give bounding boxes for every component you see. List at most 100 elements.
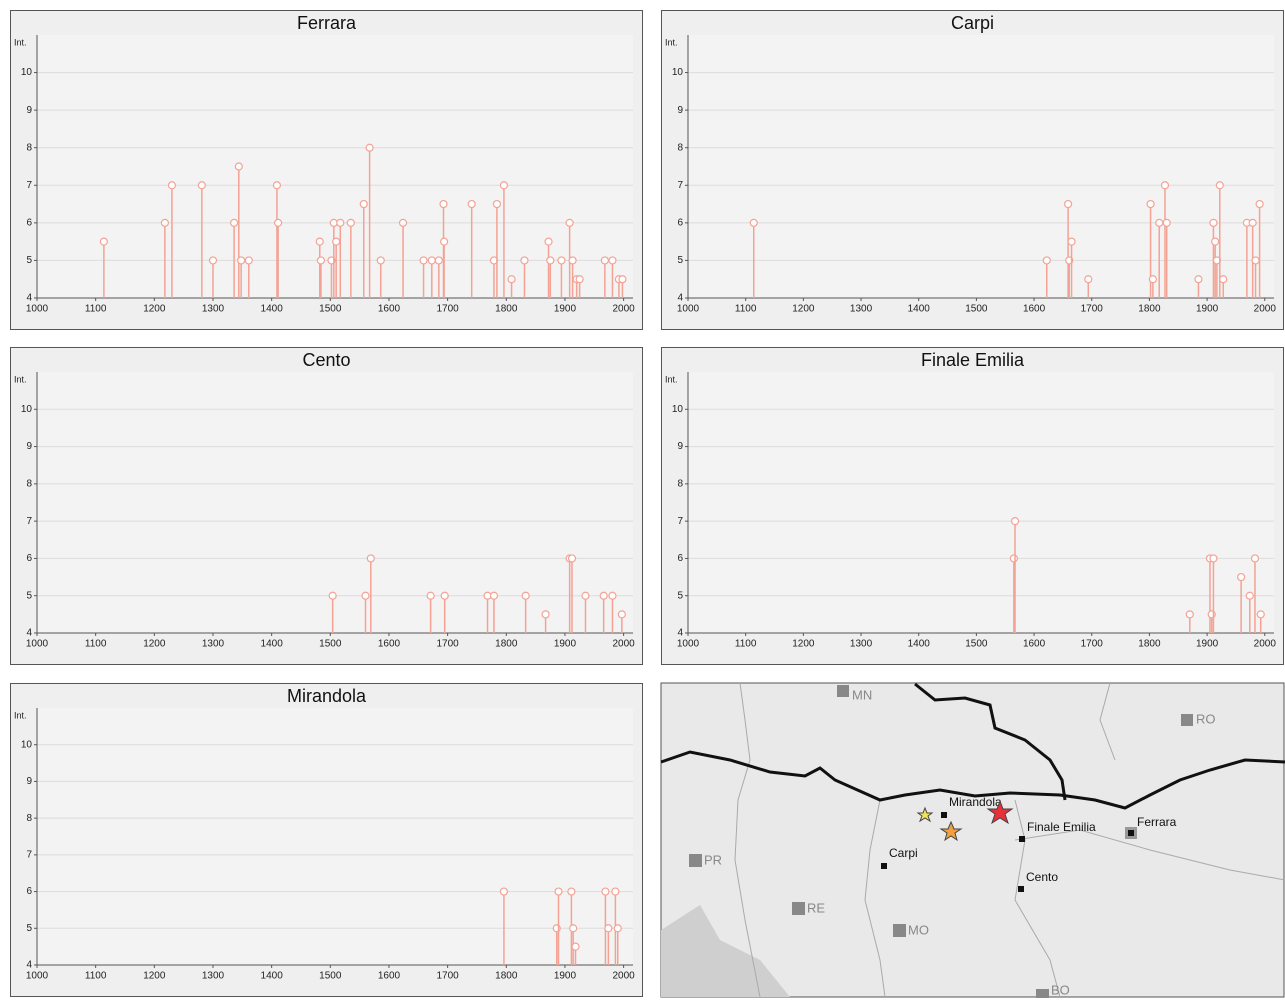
- map-label: RO: [1196, 711, 1216, 726]
- y-tick-label: 10: [672, 404, 684, 415]
- x-tick-label: 1700: [437, 971, 460, 982]
- map-label: BO: [1051, 982, 1070, 997]
- stem-marker: [490, 592, 497, 599]
- y-tick-label: 7: [26, 516, 32, 527]
- y-tick-label: 7: [26, 849, 32, 860]
- x-tick-label: 1100: [735, 304, 757, 315]
- stem-marker: [367, 555, 374, 562]
- stem-marker: [440, 201, 447, 208]
- province-marker: [837, 685, 849, 697]
- stem-marker: [427, 592, 434, 599]
- stem-marker: [545, 238, 552, 245]
- x-tick-label: 1900: [554, 639, 577, 650]
- stem-marker: [1220, 276, 1227, 283]
- province-marker: [792, 902, 805, 915]
- stem-marker: [366, 144, 373, 151]
- stem-marker: [329, 592, 336, 599]
- y-tick-label: 5: [677, 590, 683, 601]
- province-marker: [689, 854, 702, 867]
- stem-marker: [555, 888, 562, 895]
- stem-marker: [1161, 182, 1168, 189]
- chart-title: Cento: [302, 350, 350, 370]
- stem-marker: [1210, 219, 1217, 226]
- province-marker: [1181, 714, 1193, 726]
- x-tick-label: 1200: [143, 304, 166, 315]
- stem-marker: [1251, 555, 1258, 562]
- x-tick-label: 1700: [437, 639, 460, 650]
- stem-marker: [572, 943, 579, 950]
- stem-marker: [609, 257, 616, 264]
- x-tick-label: 1900: [1196, 304, 1219, 315]
- x-tick-label: 1900: [1196, 639, 1219, 650]
- stem-marker: [1246, 592, 1253, 599]
- x-tick-label: 2000: [1254, 639, 1277, 650]
- x-tick-label: 1200: [143, 971, 166, 982]
- x-tick-label: 1000: [677, 304, 700, 315]
- x-tick-label: 1400: [261, 639, 284, 650]
- stem-marker: [273, 182, 280, 189]
- y-tick-label: 7: [26, 180, 32, 191]
- map-label: Ferrara: [1137, 815, 1177, 829]
- stem-marker: [468, 201, 475, 208]
- y-tick-label: 9: [677, 441, 683, 452]
- y-tick-label: 9: [26, 776, 32, 787]
- y-tick-label: 6: [677, 217, 683, 228]
- stem-marker: [100, 238, 107, 245]
- stem-marker: [360, 201, 367, 208]
- stem-marker: [209, 257, 216, 264]
- x-tick-label: 1500: [965, 639, 988, 650]
- map-frame: [661, 683, 1284, 997]
- x-tick-label: 2000: [1254, 304, 1277, 315]
- y-axis-label: Int.: [14, 710, 27, 720]
- stem-marker: [317, 257, 324, 264]
- town-marker: [881, 863, 887, 869]
- stem-marker: [508, 276, 515, 283]
- map-label: Mirandola: [949, 795, 1002, 809]
- stem-marker: [1065, 201, 1072, 208]
- y-axis-label: Int.: [665, 374, 678, 384]
- x-tick-label: 2000: [612, 639, 635, 650]
- stem-marker: [1186, 611, 1193, 618]
- x-tick-label: 1700: [1081, 304, 1104, 315]
- stem-marker: [601, 257, 608, 264]
- map-label: Carpi: [889, 846, 918, 860]
- x-tick-label: 1800: [495, 971, 518, 982]
- y-tick-label: 6: [26, 553, 32, 564]
- y-tick-label: 7: [677, 516, 683, 527]
- y-tick-label: 6: [677, 553, 683, 564]
- x-tick-label: 1100: [85, 639, 107, 650]
- x-tick-label: 1700: [1081, 639, 1104, 650]
- y-axis-label: Int.: [14, 374, 27, 384]
- map: MN RO Mirandola Finale Emilia Ferrara Ca…: [661, 683, 1285, 998]
- stem-marker: [522, 592, 529, 599]
- stem-marker: [609, 592, 616, 599]
- stem-marker: [568, 888, 575, 895]
- x-tick-label: 1100: [85, 304, 107, 315]
- stem-marker: [347, 219, 354, 226]
- stem-marker: [521, 257, 528, 264]
- x-tick-label: 1300: [850, 304, 873, 315]
- stem-marker: [333, 238, 340, 245]
- stem-marker: [602, 888, 609, 895]
- stem-marker: [441, 238, 448, 245]
- stem-marker: [435, 257, 442, 264]
- stem-marker: [400, 219, 407, 226]
- y-tick-label: 9: [26, 105, 32, 116]
- stem-marker: [1212, 238, 1219, 245]
- plot-area: [688, 35, 1274, 298]
- x-tick-label: 1100: [85, 971, 107, 982]
- y-tick-label: 9: [26, 441, 32, 452]
- y-tick-label: 4: [26, 960, 32, 971]
- stem-marker: [231, 219, 238, 226]
- x-tick-label: 1500: [319, 639, 342, 650]
- x-tick-label: 1800: [495, 304, 518, 315]
- stem-marker: [1012, 518, 1019, 525]
- y-tick-label: 10: [21, 739, 33, 750]
- stem-marker: [493, 201, 500, 208]
- x-tick-label: 1300: [202, 971, 225, 982]
- stem-marker: [1216, 182, 1223, 189]
- plot-area: [37, 708, 633, 965]
- y-tick-label: 8: [26, 813, 32, 824]
- map-label: MN: [852, 687, 872, 702]
